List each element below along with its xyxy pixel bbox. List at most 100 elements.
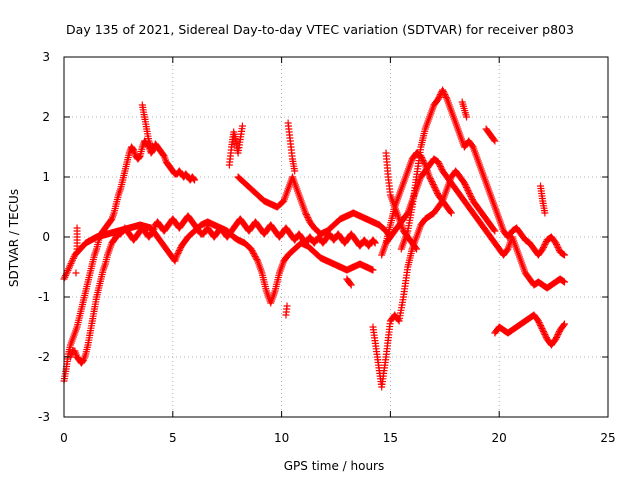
data-point — [304, 214, 312, 221]
data-point — [69, 256, 77, 264]
data-point — [463, 185, 471, 193]
data-point — [503, 246, 511, 254]
data-point — [238, 122, 246, 130]
x-tick-label: 20 — [492, 431, 507, 445]
data-point — [253, 256, 261, 263]
data-point — [442, 94, 450, 101]
data-point — [426, 173, 434, 181]
data-point — [250, 250, 258, 257]
data-point — [540, 242, 548, 250]
data-point — [65, 265, 73, 273]
y-tick-label: -2 — [38, 350, 50, 364]
data-point — [552, 239, 560, 247]
y-tick-label: 2 — [42, 110, 50, 124]
data-point — [552, 335, 560, 343]
data-point — [129, 145, 137, 153]
data-point — [68, 258, 76, 266]
data-point — [417, 152, 425, 160]
data-point — [554, 331, 562, 338]
y-tick-label: 1 — [42, 170, 50, 184]
data-point — [412, 244, 420, 252]
data-point — [468, 142, 476, 150]
x-tick-label: 10 — [274, 431, 289, 445]
data-point — [433, 188, 441, 196]
data-point — [69, 254, 77, 262]
data-point — [460, 179, 468, 187]
data-point — [490, 226, 498, 234]
data-point — [436, 163, 444, 170]
data-point — [432, 187, 440, 194]
data-point — [447, 209, 455, 217]
data-point — [302, 211, 310, 218]
data-point — [190, 175, 198, 183]
data-point — [347, 281, 355, 289]
data-point — [247, 245, 255, 253]
y-axis-label: SDTVAR / TECUs — [7, 189, 21, 287]
data-point — [249, 248, 257, 256]
data-point — [468, 194, 476, 202]
data-point — [148, 147, 156, 155]
data-point — [250, 251, 258, 259]
data-point — [252, 254, 260, 262]
data-point — [560, 320, 568, 328]
data-point — [79, 357, 87, 365]
data-point — [428, 179, 436, 187]
x-tick-label: 15 — [383, 431, 398, 445]
data-point — [490, 136, 498, 144]
data-point — [539, 244, 547, 251]
data-point — [418, 155, 426, 163]
data-point — [426, 175, 434, 182]
data-point — [283, 302, 291, 310]
data-point — [431, 184, 439, 191]
data-point — [540, 329, 548, 337]
data-point — [304, 215, 312, 223]
y-tick-label: 0 — [42, 230, 50, 244]
data-point — [465, 190, 473, 197]
data-point — [176, 245, 184, 253]
data-point — [463, 113, 471, 121]
data-point — [65, 263, 73, 271]
data-point — [434, 158, 442, 166]
data-point — [369, 266, 377, 274]
data-point — [135, 153, 143, 161]
data-point — [491, 227, 499, 235]
data-point — [541, 209, 549, 217]
data-point — [466, 191, 474, 199]
data-point — [467, 193, 475, 200]
data-point — [147, 143, 155, 151]
data-point — [553, 332, 561, 340]
data-point — [435, 94, 443, 101]
data-point — [420, 160, 428, 167]
data-point — [555, 329, 563, 337]
chart-title: Day 135 of 2021, Sidereal Day-to-day VTE… — [66, 22, 574, 37]
data-point — [465, 188, 473, 196]
data-point — [542, 332, 550, 340]
data-point — [439, 88, 447, 95]
data-point — [542, 239, 550, 247]
data-point — [420, 158, 428, 166]
data-point — [463, 184, 471, 191]
data-point — [173, 251, 181, 259]
data-point — [72, 269, 80, 277]
data-point — [434, 95, 442, 103]
data-point — [461, 181, 469, 188]
data-point — [560, 321, 568, 329]
data-point — [538, 325, 546, 332]
data-point — [346, 280, 354, 288]
data-point — [536, 320, 544, 328]
data-point — [431, 185, 439, 193]
data-point — [251, 253, 259, 260]
data-point — [291, 167, 299, 175]
data-point — [429, 181, 437, 188]
data-point — [175, 247, 183, 254]
data-point — [446, 208, 454, 216]
data-point — [560, 251, 568, 259]
data-point — [440, 89, 448, 97]
data-point — [541, 331, 549, 338]
x-tick-label: 25 — [600, 431, 615, 445]
data-point — [63, 268, 71, 276]
data-point — [436, 161, 444, 169]
data-point — [554, 244, 562, 251]
data-point — [539, 326, 547, 334]
data-point — [435, 160, 443, 167]
